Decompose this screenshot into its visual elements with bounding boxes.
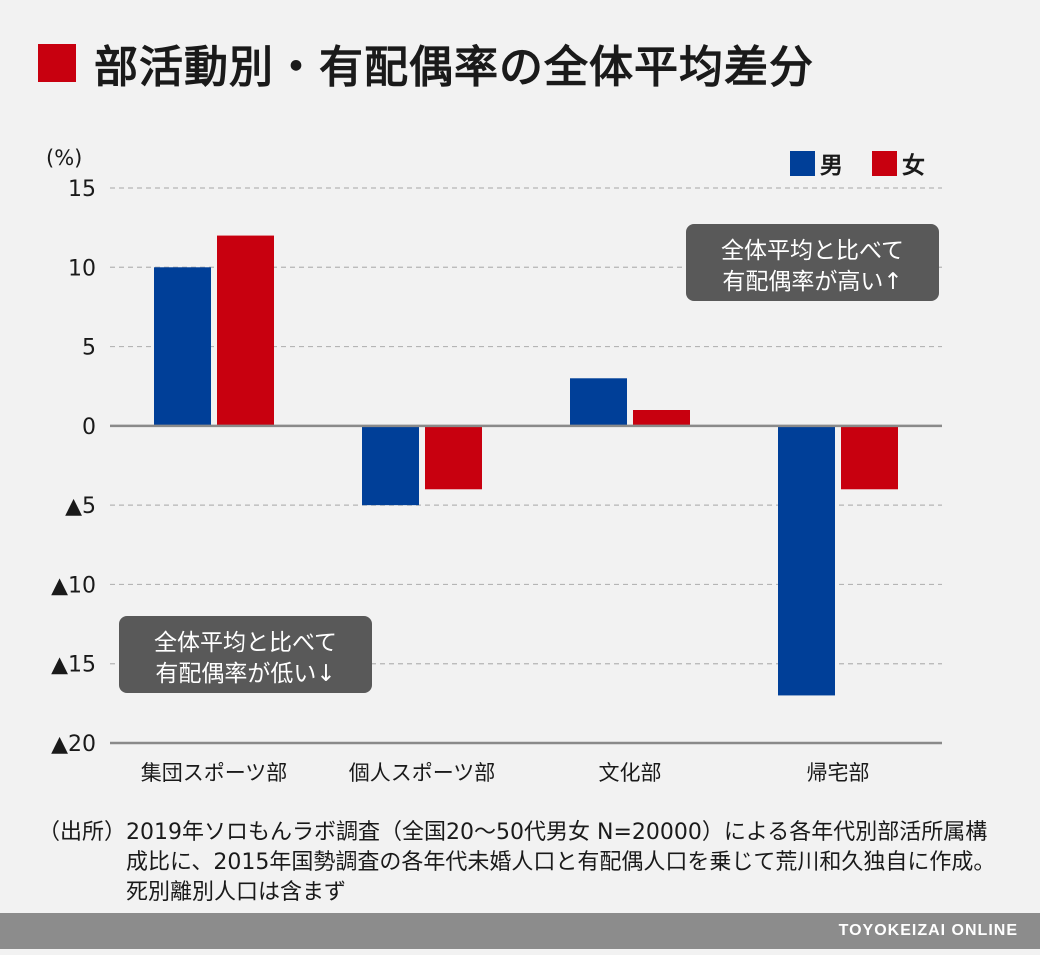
footer-brand: TOYOKEIZAI ONLINE bbox=[838, 922, 1018, 939]
y-tick-label: 0 bbox=[82, 415, 96, 440]
footer-bar: TOYOKEIZAI ONLINE bbox=[0, 913, 1040, 949]
bar-female bbox=[217, 235, 274, 426]
legend-swatch-female bbox=[872, 151, 897, 176]
y-tick-label: 15 bbox=[68, 177, 96, 202]
legend-swatch-male bbox=[790, 151, 815, 176]
bar-female bbox=[425, 425, 482, 490]
y-tick-label: 5 bbox=[82, 336, 96, 361]
bar-male bbox=[154, 267, 211, 426]
bar-female bbox=[633, 410, 690, 426]
bar-male bbox=[778, 425, 835, 696]
y-unit-label: (%) bbox=[46, 146, 82, 170]
y-tick-label: ▲20 bbox=[51, 732, 96, 757]
y-tick-label: ▲10 bbox=[51, 573, 96, 598]
title-accent-square bbox=[38, 44, 76, 82]
bar-female bbox=[841, 425, 898, 490]
x-category-label: 集団スポーツ部 bbox=[141, 761, 288, 785]
x-category-label: 帰宅部 bbox=[807, 761, 870, 785]
bar-male bbox=[570, 378, 627, 426]
source-text: 2019年ソロもんラボ調査（全国20〜50代男女 N=20000）による各年代別… bbox=[126, 820, 996, 905]
source-label: （出所） bbox=[38, 820, 127, 845]
y-tick-label: 10 bbox=[68, 256, 96, 281]
annotation-high-text: 有配偶率が高い↑ bbox=[722, 269, 902, 295]
bar-male bbox=[362, 425, 419, 506]
annotation-high-text: 全体平均と比べて bbox=[721, 238, 904, 264]
legend-label-female: 女 bbox=[902, 152, 925, 179]
chart-title-block: 部活動別・有配偶率の全体平均差分 bbox=[38, 33, 814, 93]
annotation-low-box bbox=[119, 616, 372, 693]
chart-title: 部活動別・有配偶率の全体平均差分 bbox=[94, 42, 814, 93]
y-tick-label: ▲5 bbox=[65, 494, 96, 519]
source-note: （出所） 2019年ソロもんラボ調査（全国20〜50代男女 N=20000）によ… bbox=[38, 818, 1003, 908]
annotation-low-text: 有配偶率が低い↓ bbox=[155, 661, 335, 687]
x-category-label: 文化部 bbox=[599, 761, 662, 785]
x-category-label: 個人スポーツ部 bbox=[349, 761, 496, 785]
y-tick-label: ▲15 bbox=[51, 653, 96, 678]
annotation-high-box bbox=[686, 224, 939, 301]
annotation-low-text: 全体平均と比べて bbox=[154, 630, 337, 656]
bar-chart: 15 10 5 0 ▲5 ▲10 ▲15 ▲20 (%) 集団スポーツ部 個人スポーツ部 文化部 帰宅部… bbox=[46, 146, 942, 785]
legend-label-male: 男 bbox=[820, 153, 843, 179]
